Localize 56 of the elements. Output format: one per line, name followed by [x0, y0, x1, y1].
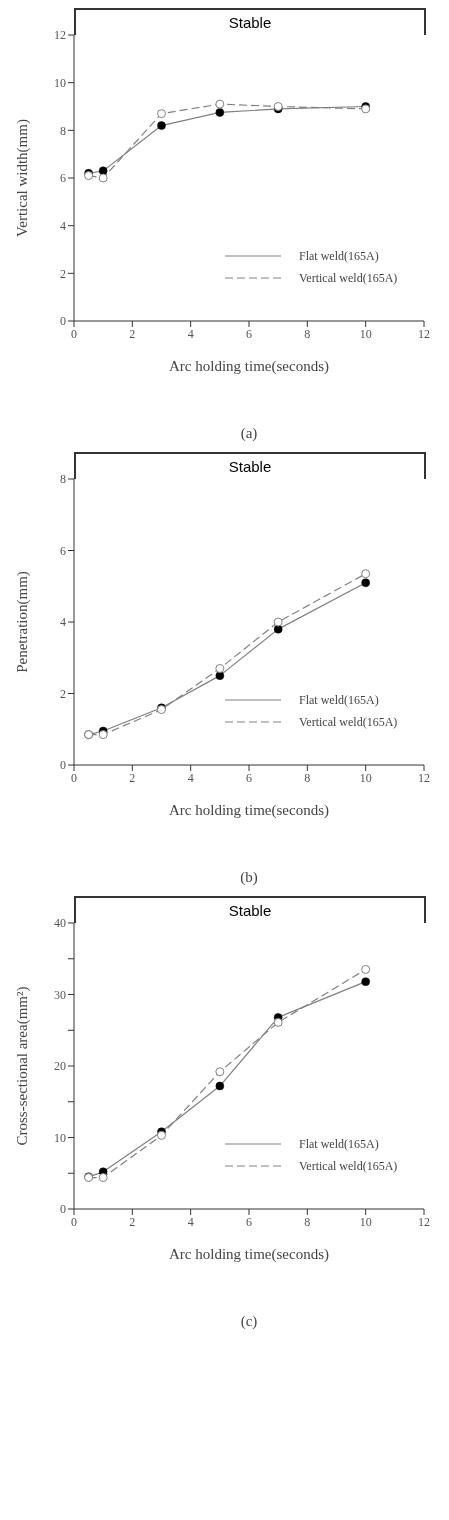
- x-tick-label: 10: [359, 1214, 372, 1229]
- x-tick-label: 10: [359, 770, 372, 785]
- legend-label: Flat weld(165A): [299, 692, 379, 708]
- x-tick-label: 8: [304, 770, 311, 785]
- chart-title: Stable: [74, 452, 426, 479]
- y-tick-label: 2: [60, 266, 66, 281]
- text: (b): [239, 869, 259, 886]
- x-tick-label: 6: [246, 1214, 252, 1229]
- x-tick-label: 4: [187, 1214, 194, 1229]
- y-tick-label: 6: [60, 543, 66, 558]
- y-tick-label: 0: [60, 758, 66, 773]
- y-tick-label: 12: [54, 28, 66, 43]
- x-tick-label: 6: [246, 326, 252, 341]
- x-tick-label: 8: [304, 1214, 311, 1229]
- y-tick-label: 4: [60, 218, 66, 233]
- chart-title: Stable: [74, 8, 426, 35]
- y-tick-label: 30: [54, 987, 66, 1002]
- x-tick-label: 6: [246, 770, 252, 785]
- x-tick-label: 4: [187, 770, 194, 785]
- x-tick-label: 2: [129, 1214, 136, 1229]
- legend-label: Vertical weld(165A): [299, 714, 398, 730]
- x-tick-label: 10: [359, 326, 372, 341]
- y-tick-label: 4: [60, 615, 66, 630]
- x-tick-label: 12: [418, 326, 430, 341]
- x-axis-title: Arc holding time(seconds): [169, 1246, 329, 1263]
- y-tick-label: 0: [60, 314, 66, 329]
- y-axis-title: Vertical width(mm): [14, 119, 32, 237]
- y-axis-title: Cross-sectional area(mm²): [14, 986, 32, 1146]
- x-tick-label: 0: [71, 326, 77, 341]
- x-axis-title: Arc holding time(seconds): [169, 802, 329, 819]
- text: (c): [239, 1313, 259, 1330]
- y-tick-label: 0: [60, 1202, 66, 1217]
- y-tick-label: 8: [60, 472, 66, 487]
- y-tick-label: 40: [54, 916, 66, 931]
- x-tick-label: 12: [418, 1214, 430, 1229]
- x-axis-title: Arc holding time(seconds): [169, 358, 329, 375]
- y-tick-label: 10: [54, 1130, 66, 1145]
- y-tick-label: 6: [60, 171, 66, 186]
- text: (a): [239, 425, 259, 442]
- x-tick-label: 8: [304, 326, 311, 341]
- y-axis-title: Penetration(mm): [14, 571, 32, 673]
- legend-label: Vertical weld(165A): [299, 1158, 398, 1174]
- x-tick-label: 12: [418, 770, 430, 785]
- legend-label: Flat weld(165A): [299, 1136, 379, 1152]
- y-tick-label: 10: [54, 75, 66, 90]
- x-tick-label: 2: [129, 770, 136, 785]
- legend-label: Vertical weld(165A): [299, 270, 398, 286]
- y-tick-label: 20: [54, 1059, 66, 1074]
- legend-label: Flat weld(165A): [299, 248, 379, 264]
- x-tick-label: 4: [187, 326, 194, 341]
- x-tick-label: 0: [71, 770, 77, 785]
- x-tick-label: 2: [129, 326, 136, 341]
- y-tick-label: 8: [60, 123, 66, 138]
- chart-title: Stable: [74, 896, 426, 923]
- x-tick-label: 0: [71, 1214, 77, 1229]
- y-tick-label: 2: [60, 686, 66, 701]
